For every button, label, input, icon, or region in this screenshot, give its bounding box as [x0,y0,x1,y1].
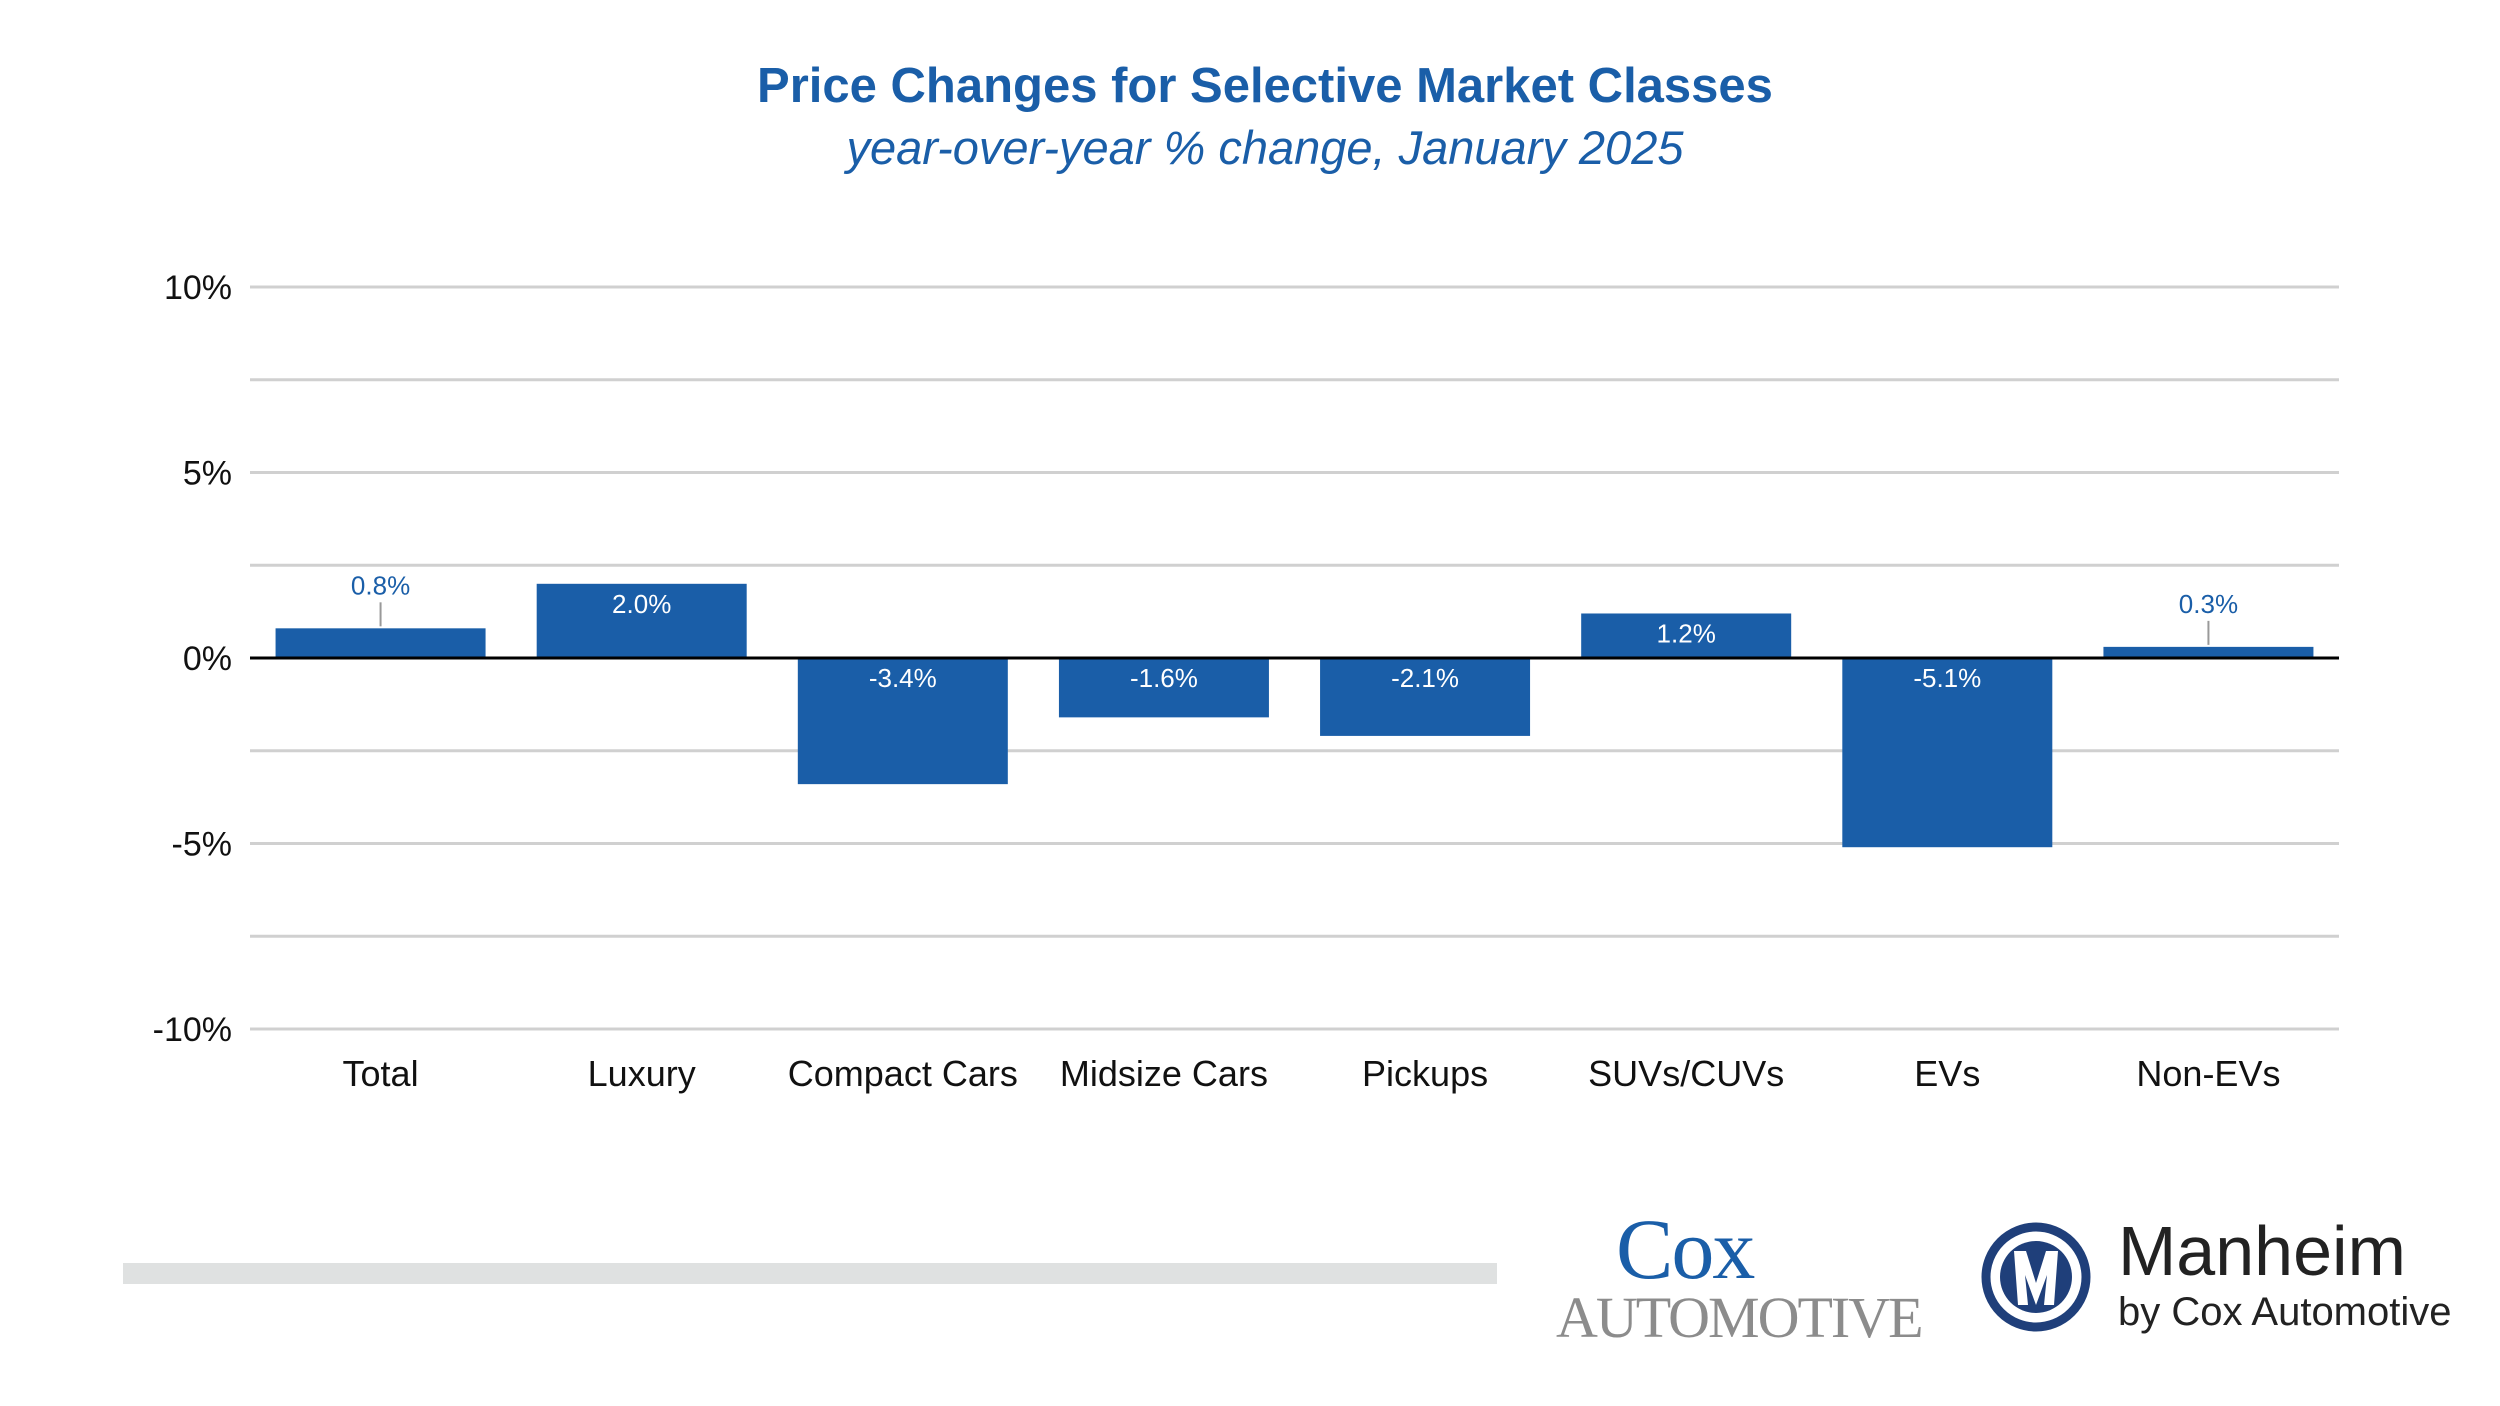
data-label: -3.4% [869,663,937,693]
y-tick-label: 5% [183,455,232,493]
y-tick-label: -10% [153,1011,232,1049]
data-label: -2.1% [1391,663,1459,693]
x-tick-label: EVs [1914,1053,1980,1094]
data-label: 1.2% [1657,618,1716,648]
chart-title: Price Changes for Selective Market Class… [757,59,1773,113]
data-label: 0.3% [2179,589,2238,619]
manheim-logo-icon [1981,1222,2091,1332]
manheim-name: Manheim [2118,1212,2406,1290]
data-label: 2.0% [612,589,671,619]
y-tick-label: -5% [172,826,232,864]
x-tick-label: Compact Cars [788,1053,1018,1094]
data-label: 0.8% [351,570,410,600]
x-tick-label: Total [343,1053,419,1094]
manheim-tagline: by Cox Automotive [2118,1290,2452,1334]
x-tick-label: Midsize Cars [1060,1053,1268,1094]
bar-total [275,628,486,658]
bar-pickups [1320,658,1531,736]
x-tick-label: Pickups [1362,1053,1488,1094]
cox-logo-line1: Cox [1616,1201,1755,1297]
bar-midsize-cars [1058,658,1269,718]
x-tick-label: Non-EVs [2136,1053,2280,1094]
y-tick-label: 10% [164,269,232,307]
y-tick-label: 0% [183,640,232,678]
bar-luxury [536,583,747,658]
data-label: -1.6% [1130,663,1198,693]
x-tick-label: SUVs/CUVs [1588,1053,1784,1094]
data-label: -5.1% [1913,663,1981,693]
manheim-logo: Manheim by Cox Automotive [2118,1213,2452,1335]
bar-compact-cars [797,658,1008,785]
bar-non-evs [2103,646,2314,658]
cox-logo-line2: AUTOMOTIVE [1556,1285,1924,1350]
bar-suvs-cuvs [1581,613,1792,658]
bar-evs [1842,658,2053,848]
footer-divider-bar [123,1263,1497,1284]
x-tick-label: Luxury [588,1053,696,1094]
cox-automotive-logo: Cox AUTOMOTIVE [1556,1201,1936,1350]
chart-subtitle: year-over-year % change, January 2025 [846,121,1684,174]
